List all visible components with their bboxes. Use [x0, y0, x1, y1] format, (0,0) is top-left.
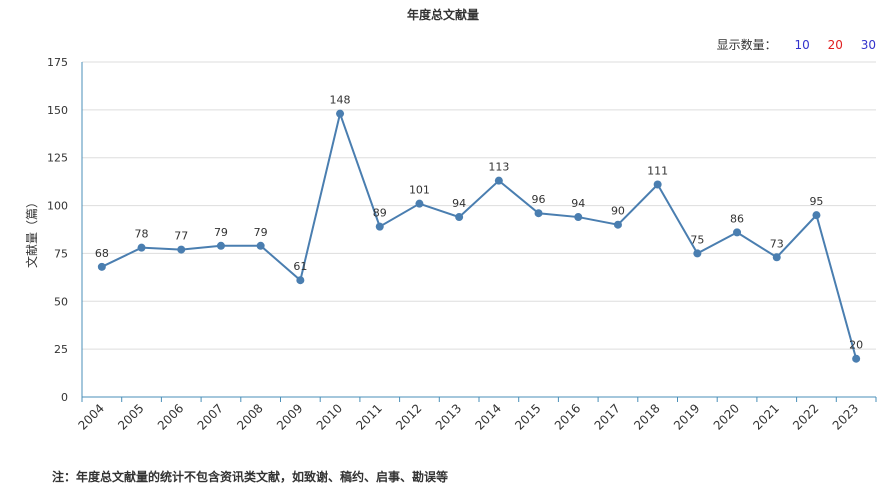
data-label: 94 — [571, 197, 585, 210]
x-axis-ticks: 2004 2005 2006 2007 2008 2009 2010 2011 2012 2013… — [75, 397, 877, 433]
data-point — [693, 249, 702, 258]
x-tick-label: 2022 — [790, 401, 821, 432]
y-tick-label: 175 — [47, 56, 68, 69]
data-label: 101 — [409, 184, 430, 197]
x-tick-label: 2016 — [552, 401, 583, 432]
data-point — [296, 276, 305, 285]
y-tick-label: 50 — [54, 295, 68, 308]
data-point — [653, 180, 662, 189]
data-point — [455, 213, 464, 222]
data-point — [534, 209, 543, 218]
display-count-10-button[interactable]: 10 — [794, 38, 810, 52]
data-point — [494, 176, 503, 185]
data-point — [733, 228, 742, 237]
data-label: 96 — [532, 193, 546, 206]
data-point — [375, 222, 384, 231]
x-tick-label: 2007 — [195, 401, 226, 432]
x-tick-label: 2023 — [830, 401, 861, 432]
y-tick-label: 100 — [47, 200, 68, 213]
x-tick-label: 2014 — [472, 401, 503, 432]
display-count-label: 显示数量： — [716, 38, 777, 52]
y-tick-label: 0 — [61, 391, 68, 404]
data-label: 113 — [488, 161, 509, 174]
y-axis-label: 文献量（篇） — [24, 196, 39, 268]
display-count-selector: 显示数量： 10 20 30 — [717, 36, 876, 53]
data-point — [772, 253, 781, 262]
data-label: 94 — [452, 197, 466, 210]
x-tick-label: 2004 — [75, 401, 106, 432]
data-point — [336, 109, 345, 118]
x-tick-label: 2019 — [671, 401, 702, 432]
data-point — [137, 243, 146, 252]
x-tick-label: 2017 — [592, 401, 623, 432]
chart-title: 年度总文献量 — [406, 8, 479, 22]
data-label: 20 — [849, 339, 863, 352]
x-tick-label: 2012 — [393, 401, 424, 432]
data-label: 61 — [293, 260, 307, 273]
data-label: 77 — [174, 230, 188, 243]
data-label: 86 — [730, 212, 744, 225]
data-point — [216, 241, 225, 250]
y-tick-label: 125 — [47, 152, 68, 165]
display-count-20-button[interactable]: 20 — [827, 38, 843, 52]
y-tick-label: 25 — [54, 343, 68, 356]
footnote: 注：年度总文献量的统计不包含资讯类文献，如致谢、稿约、启事、勘误等 — [52, 470, 449, 484]
grid-lines — [82, 61, 876, 398]
x-tick-label: 2018 — [631, 401, 662, 432]
data-point — [177, 245, 186, 254]
data-label: 90 — [611, 205, 625, 218]
data-label: 73 — [770, 237, 784, 250]
data-point — [812, 211, 821, 220]
x-tick-label: 2021 — [750, 401, 781, 432]
x-tick-label: 2015 — [512, 401, 543, 432]
y-axis-ticks: 0 25 50 75 100 125 150 175 — [47, 56, 68, 404]
x-tick-label: 2009 — [274, 401, 305, 432]
data-point — [613, 220, 622, 229]
series-line-path — [101, 110, 858, 359]
x-tick-label: 2011 — [353, 401, 384, 432]
data-point — [574, 213, 583, 222]
x-tick-label: 2008 — [234, 401, 265, 432]
data-point — [852, 354, 861, 363]
data-point — [415, 199, 424, 208]
x-tick-label: 2020 — [711, 401, 742, 432]
data-label: 95 — [809, 195, 823, 208]
x-tick-label: 2005 — [115, 401, 146, 432]
data-label: 148 — [330, 94, 351, 107]
data-labels: 68 78 77 79 79 61 148 89 101 94 113 96 94 90 111 75 86 73… — [95, 94, 863, 352]
data-label: 79 — [214, 226, 228, 239]
display-count-30-button[interactable]: 30 — [860, 38, 876, 52]
data-label: 78 — [135, 228, 149, 241]
data-label: 89 — [373, 207, 387, 220]
x-tick-label: 2010 — [314, 401, 345, 432]
x-tick-label: 2006 — [155, 401, 186, 432]
data-label: 75 — [690, 233, 704, 246]
y-tick-label: 150 — [47, 104, 68, 117]
y-tick-label: 75 — [54, 247, 68, 260]
series-line — [101, 110, 858, 359]
data-label: 68 — [95, 247, 109, 260]
axes — [81, 62, 876, 398]
data-point — [256, 241, 265, 250]
data-label: 79 — [254, 226, 268, 239]
data-label: 111 — [647, 165, 668, 178]
data-point — [97, 262, 106, 271]
data-points — [97, 109, 861, 363]
x-tick-label: 2013 — [433, 401, 464, 432]
